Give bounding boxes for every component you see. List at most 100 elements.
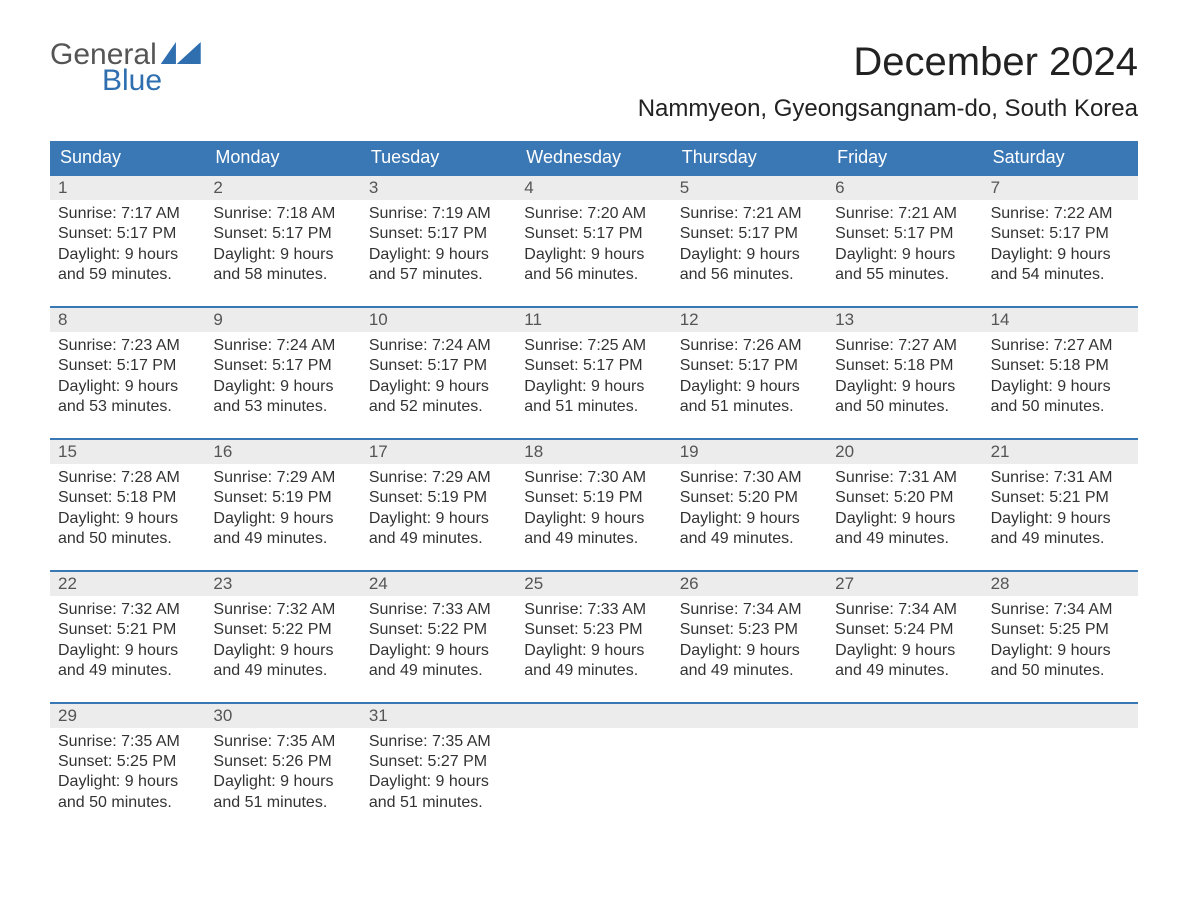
daylight-line1: Daylight: 9 hours [680,245,819,265]
sunrise-line: Sunrise: 7:31 AM [835,468,974,488]
sunrise-line: Sunrise: 7:28 AM [58,468,197,488]
day-cell: Sunrise: 7:24 AMSunset: 5:17 PMDaylight:… [205,332,360,424]
sunset-line: Sunset: 5:17 PM [58,224,197,244]
calendar-week: 891011121314Sunrise: 7:23 AMSunset: 5:17… [50,306,1138,424]
day-number: 1 [50,176,205,200]
sunrise-line: Sunrise: 7:35 AM [369,732,508,752]
daylight-line2: and 51 minutes. [524,397,663,417]
day-number: 11 [516,308,671,332]
day-cell: Sunrise: 7:23 AMSunset: 5:17 PMDaylight:… [50,332,205,424]
sunrise-line: Sunrise: 7:34 AM [991,600,1130,620]
day-cell: Sunrise: 7:35 AMSunset: 5:25 PMDaylight:… [50,728,205,820]
day-number: 4 [516,176,671,200]
sunrise-line: Sunrise: 7:34 AM [835,600,974,620]
daylight-line1: Daylight: 9 hours [213,772,352,792]
daylight-line1: Daylight: 9 hours [991,377,1130,397]
day-number: 26 [672,572,827,596]
day-number [827,704,982,728]
sunrise-line: Sunrise: 7:17 AM [58,204,197,224]
day-cell: Sunrise: 7:35 AMSunset: 5:26 PMDaylight:… [205,728,360,820]
daylight-line1: Daylight: 9 hours [213,377,352,397]
sunset-line: Sunset: 5:23 PM [524,620,663,640]
sunset-line: Sunset: 5:17 PM [835,224,974,244]
flag-icon [161,42,201,64]
sunrise-line: Sunrise: 7:26 AM [680,336,819,356]
daylight-line2: and 50 minutes. [58,529,197,549]
logo-word2: Blue [50,66,201,96]
day-number: 28 [983,572,1138,596]
daylight-line1: Daylight: 9 hours [524,245,663,265]
day-cell: Sunrise: 7:31 AMSunset: 5:20 PMDaylight:… [827,464,982,556]
sunrise-line: Sunrise: 7:20 AM [524,204,663,224]
day-cell: Sunrise: 7:30 AMSunset: 5:20 PMDaylight:… [672,464,827,556]
sunset-line: Sunset: 5:25 PM [58,752,197,772]
daylight-line2: and 56 minutes. [680,265,819,285]
day-cell: Sunrise: 7:29 AMSunset: 5:19 PMDaylight:… [205,464,360,556]
sunset-line: Sunset: 5:17 PM [369,224,508,244]
calendar-week: 22232425262728Sunrise: 7:32 AMSunset: 5:… [50,570,1138,688]
daylight-line2: and 49 minutes. [213,529,352,549]
day-cell [672,728,827,820]
day-cell: Sunrise: 7:27 AMSunset: 5:18 PMDaylight:… [827,332,982,424]
day-number-row: 293031 [50,704,1138,728]
sunrise-line: Sunrise: 7:18 AM [213,204,352,224]
daylight-line1: Daylight: 9 hours [680,377,819,397]
sunrise-line: Sunrise: 7:19 AM [369,204,508,224]
day-cell: Sunrise: 7:32 AMSunset: 5:21 PMDaylight:… [50,596,205,688]
sunrise-line: Sunrise: 7:31 AM [991,468,1130,488]
day-number: 13 [827,308,982,332]
day-number: 22 [50,572,205,596]
sunrise-line: Sunrise: 7:29 AM [369,468,508,488]
sunrise-line: Sunrise: 7:21 AM [680,204,819,224]
day-cell: Sunrise: 7:32 AMSunset: 5:22 PMDaylight:… [205,596,360,688]
day-number: 7 [983,176,1138,200]
weekday-label: Monday [205,141,360,174]
sunset-line: Sunset: 5:18 PM [58,488,197,508]
sunrise-line: Sunrise: 7:32 AM [58,600,197,620]
day-number-row: 15161718192021 [50,440,1138,464]
sunrise-line: Sunrise: 7:27 AM [835,336,974,356]
day-cell [516,728,671,820]
day-cell: Sunrise: 7:24 AMSunset: 5:17 PMDaylight:… [361,332,516,424]
daylight-line2: and 49 minutes. [835,661,974,681]
day-cell: Sunrise: 7:22 AMSunset: 5:17 PMDaylight:… [983,200,1138,292]
sunrise-line: Sunrise: 7:25 AM [524,336,663,356]
daylight-line2: and 51 minutes. [680,397,819,417]
day-number: 10 [361,308,516,332]
day-number: 6 [827,176,982,200]
daylight-line1: Daylight: 9 hours [524,509,663,529]
daylight-line2: and 52 minutes. [369,397,508,417]
day-number: 15 [50,440,205,464]
day-number-row: 1234567 [50,176,1138,200]
sunset-line: Sunset: 5:17 PM [680,356,819,376]
weekday-header: Sunday Monday Tuesday Wednesday Thursday… [50,141,1138,174]
sunset-line: Sunset: 5:21 PM [991,488,1130,508]
sunrise-line: Sunrise: 7:35 AM [58,732,197,752]
day-number [983,704,1138,728]
day-cell: Sunrise: 7:18 AMSunset: 5:17 PMDaylight:… [205,200,360,292]
weekday-label: Thursday [672,141,827,174]
daylight-line2: and 49 minutes. [369,529,508,549]
day-cell: Sunrise: 7:21 AMSunset: 5:17 PMDaylight:… [827,200,982,292]
day-number: 23 [205,572,360,596]
title-block: December 2024 Nammyeon, Gyeongsangnam-do… [638,40,1138,135]
sunrise-line: Sunrise: 7:34 AM [680,600,819,620]
daylight-line1: Daylight: 9 hours [524,377,663,397]
day-cell: Sunrise: 7:31 AMSunset: 5:21 PMDaylight:… [983,464,1138,556]
logo: General Blue [50,40,201,96]
day-cell: Sunrise: 7:17 AMSunset: 5:17 PMDaylight:… [50,200,205,292]
sunset-line: Sunset: 5:21 PM [58,620,197,640]
daylight-line1: Daylight: 9 hours [369,245,508,265]
daylight-line1: Daylight: 9 hours [680,509,819,529]
day-number: 18 [516,440,671,464]
daylight-line1: Daylight: 9 hours [835,509,974,529]
header: General Blue December 2024 Nammyeon, Gye… [50,40,1138,135]
daylight-line2: and 57 minutes. [369,265,508,285]
day-number: 3 [361,176,516,200]
day-number: 17 [361,440,516,464]
day-cell: Sunrise: 7:26 AMSunset: 5:17 PMDaylight:… [672,332,827,424]
daylight-line1: Daylight: 9 hours [58,377,197,397]
daylight-line2: and 49 minutes. [524,661,663,681]
sunset-line: Sunset: 5:17 PM [680,224,819,244]
daylight-line2: and 50 minutes. [835,397,974,417]
